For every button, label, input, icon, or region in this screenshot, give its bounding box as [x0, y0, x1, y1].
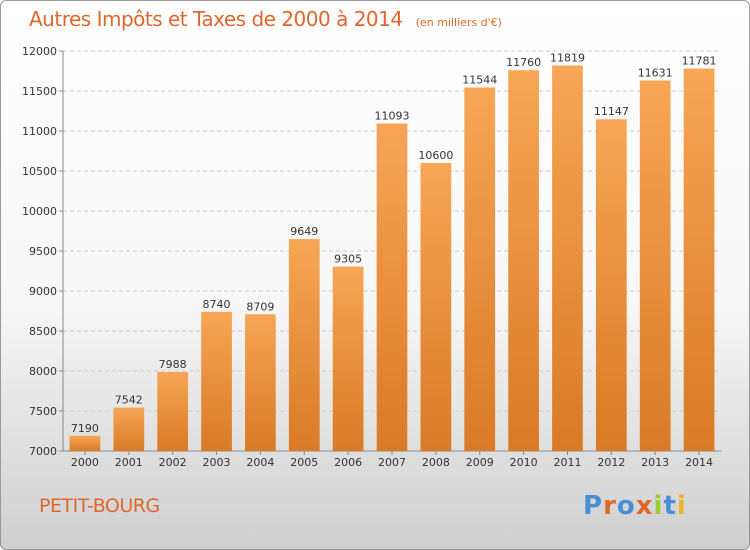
- bar: [464, 87, 496, 451]
- bar: [420, 163, 452, 451]
- bar: [69, 435, 101, 451]
- x-tick-label: 2007: [378, 456, 406, 469]
- bars: [69, 65, 715, 452]
- x-tick-label: 2003: [203, 456, 231, 469]
- axes: 7000 7500 8000 8500 9000 9500 10000 10500 11000 1…: [22, 45, 721, 469]
- bar-value-label: 9305: [334, 253, 362, 266]
- y-tick-label: 10000: [22, 205, 57, 218]
- bar: [201, 311, 232, 451]
- x-tick-label: 2005: [290, 456, 318, 469]
- chart-subtitle: (en milliers d'€): [415, 16, 502, 29]
- bar-value-label: 8709: [246, 300, 274, 313]
- proxiti-logo[interactable]: Proxiti: [583, 491, 687, 521]
- data-labels: 7190 7542 7988 8740 8709 9649 9305 11093 10600 11…: [71, 51, 717, 434]
- y-tick-label: 11500: [22, 85, 57, 98]
- bar: [288, 239, 320, 451]
- x-tick-label: 2010: [510, 456, 538, 469]
- chart-title: Autres Impôts et Taxes de 2000 à 2014: [29, 7, 403, 31]
- y-tick-label: 12000: [22, 45, 57, 58]
- bar: [595, 119, 627, 452]
- bar-value-label: 11781: [682, 55, 717, 68]
- logo-letter: i: [653, 491, 664, 521]
- y-tick-label: 11000: [22, 125, 57, 138]
- bar-value-label: 7542: [115, 394, 143, 407]
- y-tick-label: 7500: [29, 405, 57, 418]
- bar-value-label: 10600: [418, 149, 453, 162]
- x-tick-label: 2000: [71, 456, 99, 469]
- y-tick-label: 8000: [29, 365, 57, 378]
- bar-value-label: 7190: [71, 422, 99, 435]
- y-tick-label: 7000: [29, 445, 57, 458]
- bar-value-label: 11147: [594, 105, 629, 118]
- bar-value-label: 7988: [159, 358, 187, 371]
- logo-letter: t: [663, 491, 677, 521]
- bar-value-label: 11544: [462, 73, 497, 86]
- x-tick-label: 2012: [597, 456, 625, 469]
- bar: [113, 407, 145, 451]
- bar-value-label: 9649: [290, 225, 318, 238]
- logo-letter: i: [676, 491, 687, 521]
- logo-letter: o: [616, 491, 636, 521]
- bar: [552, 65, 583, 451]
- commune-name: PETIT-BOURG: [39, 495, 160, 517]
- x-tick-label: 2009: [466, 456, 494, 469]
- x-tick-label: 2008: [422, 456, 450, 469]
- x-tick-label: 2011: [553, 456, 581, 469]
- y-tick-label: 9500: [29, 245, 57, 258]
- x-tick-label: 2013: [641, 456, 669, 469]
- bar: [683, 68, 715, 452]
- bar-value-label: 11631: [638, 67, 673, 80]
- bar: [332, 266, 364, 451]
- title-row: Autres Impôts et Taxes de 2000 à 2014 (e…: [29, 7, 502, 31]
- bar-value-label: 11819: [550, 51, 585, 64]
- x-tick-label: 2006: [334, 456, 362, 469]
- x-tick-label: 2001: [115, 456, 143, 469]
- logo-letter: x: [635, 491, 654, 521]
- x-tick-label: 2002: [159, 456, 187, 469]
- bar: [245, 314, 276, 451]
- x-tick-label: 2014: [685, 456, 713, 469]
- y-tick-label: 8500: [29, 325, 57, 338]
- bar-value-label: 8740: [203, 298, 231, 311]
- bar-value-label: 11093: [375, 110, 410, 123]
- bar: [639, 80, 671, 452]
- bar-value-label: 11760: [506, 56, 541, 69]
- bar: [508, 70, 539, 451]
- x-tick-label: 2004: [246, 456, 274, 469]
- logo-letter: P: [583, 491, 604, 521]
- logo-letter: r: [603, 491, 617, 521]
- bar: [376, 123, 408, 451]
- y-tick-label: 9000: [29, 285, 57, 298]
- bar: [157, 371, 189, 451]
- y-tick-label: 10500: [22, 165, 57, 178]
